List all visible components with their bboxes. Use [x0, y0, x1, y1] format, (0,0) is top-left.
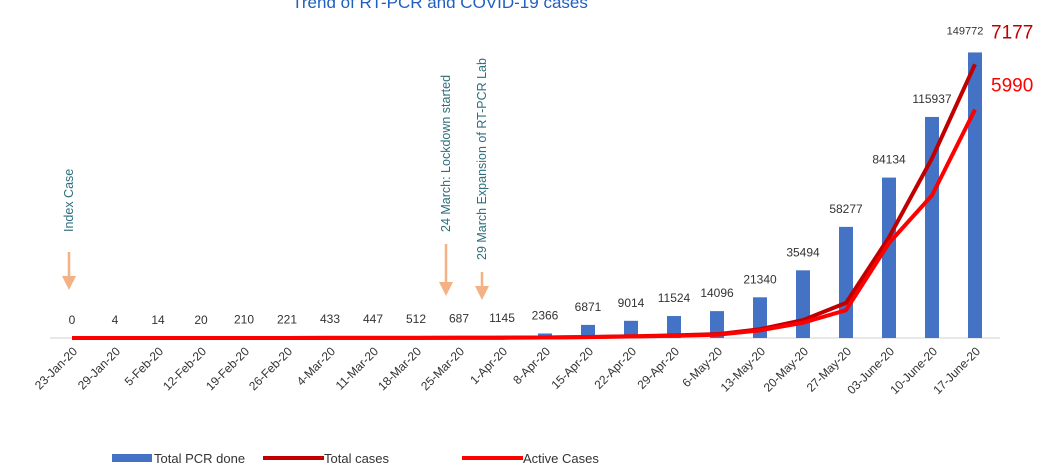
data-label: 9014 [618, 296, 645, 310]
bar [796, 270, 810, 338]
x-tick-label: 29-Apr-20 [634, 344, 682, 392]
x-tick-label: 29-Jan-20 [75, 344, 123, 392]
x-tick-label: 20-May-20 [761, 344, 812, 395]
data-label: 6871 [575, 300, 602, 314]
legend-swatch [112, 454, 152, 462]
x-tick-label: 23-Jan-20 [32, 344, 80, 392]
legend-label: Total PCR done [154, 451, 245, 466]
bar [968, 52, 982, 338]
x-tick-label: 8-Apr-20 [510, 344, 553, 387]
bar [925, 116, 939, 339]
x-tick-label: 11-Mar-20 [333, 344, 382, 393]
data-label: 21340 [743, 272, 777, 286]
data-label: 149772 [947, 25, 984, 37]
x-tick-label: 22-Apr-20 [591, 344, 639, 392]
data-label: 221 [277, 313, 297, 327]
annotation-arrowhead [475, 286, 489, 300]
bar [667, 316, 681, 338]
data-label: 20 [194, 313, 208, 327]
bar [882, 177, 896, 338]
x-tick-label: 15-Apr-20 [548, 344, 596, 392]
data-label: 5990 [991, 76, 1033, 97]
data-label: 433 [320, 312, 340, 326]
x-tick-label: 1-Apr-20 [467, 344, 510, 387]
x-tick-label: 26-Feb-20 [246, 344, 295, 393]
bar [839, 226, 853, 338]
bar [581, 324, 595, 338]
annotation: Index Case [62, 169, 76, 232]
annotation-arrowhead [62, 276, 76, 290]
bar [624, 320, 638, 338]
data-label: 115937 [912, 92, 951, 106]
data-label: 0 [69, 313, 76, 327]
data-label: 447 [363, 312, 383, 326]
data-label: 512 [406, 312, 426, 326]
annotation: 29 March Expansion of RT-PCR Lab [475, 58, 489, 260]
x-tick-label: 12-Feb-20 [160, 344, 209, 393]
data-label: 35494 [786, 245, 820, 259]
data-label: 2366 [532, 308, 559, 322]
data-label: 7177 [991, 22, 1033, 43]
data-label: 210 [234, 313, 254, 327]
x-tick-label: 5-Feb-20 [122, 344, 167, 389]
data-label: 58277 [829, 202, 863, 216]
legend-label: Active Cases [523, 451, 599, 466]
data-label: 14096 [700, 286, 734, 300]
legend-label: Total cases [324, 451, 390, 466]
data-label: 1145 [489, 311, 515, 325]
x-tick-label: 4-Mar-20 [294, 344, 339, 389]
data-label: 687 [449, 312, 469, 326]
x-tick-label: 13-May-20 [718, 344, 769, 395]
annotation: 24 March: Lockdown started [439, 75, 453, 232]
x-tick-label: 17-June-20 [930, 344, 983, 397]
data-label: 11524 [658, 291, 691, 305]
chart-title: Trend of RT-PCR and COVID-19 cases [292, 0, 588, 12]
x-tick-label: 19-Feb-20 [203, 344, 252, 393]
line [72, 108, 977, 340]
data-label: 14 [151, 313, 165, 327]
annotation-arrowhead [439, 282, 453, 296]
x-tick-label: 25-Mar-20 [418, 344, 467, 393]
x-tick-label: 18-Mar-20 [375, 344, 424, 393]
data-label: 84134 [872, 153, 906, 167]
data-label: 4 [112, 313, 119, 327]
bar [710, 311, 724, 338]
